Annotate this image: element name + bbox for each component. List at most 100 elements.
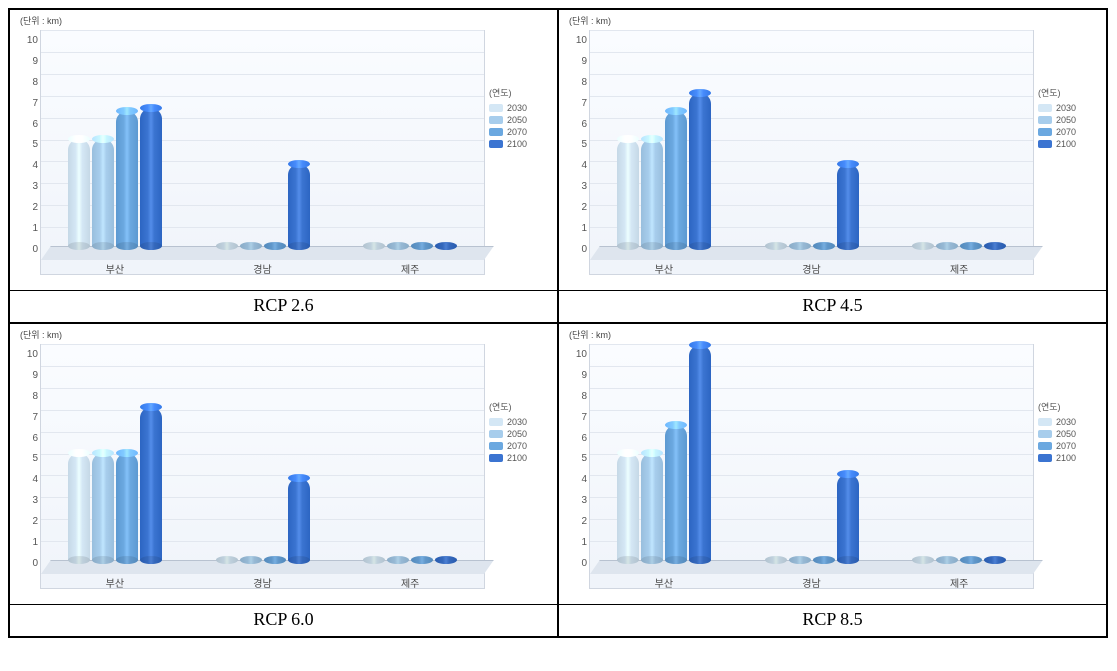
x-tick-label: 경남 bbox=[738, 261, 886, 276]
x-tick-label: 부산 bbox=[41, 261, 189, 276]
y-tick-label: 1 bbox=[18, 223, 38, 234]
legend-label: 2050 bbox=[507, 429, 527, 439]
bar-2100 bbox=[288, 164, 310, 246]
legend: (연도)2030205020702100 bbox=[1038, 400, 1098, 604]
bar-2070 bbox=[411, 244, 433, 246]
bar-2050 bbox=[789, 244, 811, 246]
plot-region: 부산경남제주 bbox=[589, 30, 1034, 275]
bar-2070 bbox=[264, 558, 286, 560]
legend-label: 2070 bbox=[507, 127, 527, 137]
y-axis: 012345678910 bbox=[567, 344, 587, 564]
panel-rcp45: (단위 : km)012345678910부산경남제주(연도)203020502… bbox=[558, 9, 1107, 323]
y-tick-label: 6 bbox=[18, 119, 38, 130]
panel-caption: RCP 6.0 bbox=[10, 604, 557, 636]
bar-2050 bbox=[240, 244, 262, 246]
y-tick-label: 0 bbox=[567, 244, 587, 255]
legend-swatch bbox=[489, 140, 503, 148]
legend-label: 2100 bbox=[507, 453, 527, 463]
y-axis: 012345678910 bbox=[18, 30, 38, 250]
legend-swatch bbox=[489, 116, 503, 124]
bar-2030 bbox=[617, 139, 639, 247]
legend-item: 2050 bbox=[1038, 115, 1098, 125]
legend-title: (연도) bbox=[489, 400, 549, 413]
y-tick-label: 7 bbox=[567, 412, 587, 423]
bar-2030 bbox=[68, 139, 90, 247]
legend: (연도) 2030 2050 2070 2100 bbox=[489, 400, 549, 604]
bar-2100 bbox=[140, 108, 162, 246]
y-tick-label: 4 bbox=[567, 474, 587, 485]
bar-2100 bbox=[288, 478, 310, 560]
bar-2070 bbox=[264, 244, 286, 246]
bar-2070 bbox=[116, 111, 138, 246]
bar-2050 bbox=[92, 453, 114, 561]
bar-2100 bbox=[435, 244, 457, 246]
legend-label: 2070 bbox=[507, 441, 527, 451]
chart-area: (단위 : km)012345678910부산경남제주(연도)203020502… bbox=[10, 10, 557, 290]
legend: (연도)2030205020702100 bbox=[489, 86, 549, 290]
bar-2050 bbox=[641, 453, 663, 561]
legend-swatch bbox=[1038, 454, 1052, 462]
x-tick-label: 제주 bbox=[885, 261, 1033, 276]
legend-swatch bbox=[489, 454, 503, 462]
bar-2050 bbox=[240, 558, 262, 560]
bar-2070 bbox=[960, 244, 982, 246]
bar-2100 bbox=[984, 244, 1006, 246]
legend-item: 2030 bbox=[489, 103, 549, 113]
y-tick-label: 9 bbox=[567, 56, 587, 67]
bar-2070 bbox=[665, 111, 687, 246]
y-tick-label: 10 bbox=[18, 35, 38, 46]
unit-label: (단위 : km) bbox=[569, 14, 611, 27]
y-tick-label: 10 bbox=[567, 349, 587, 360]
y-tick-label: 4 bbox=[18, 474, 38, 485]
legend-label: 2070 bbox=[1056, 441, 1076, 451]
x-tick-label: 부산 bbox=[41, 575, 189, 590]
legend-swatch bbox=[1038, 418, 1052, 426]
bar-group bbox=[738, 345, 886, 560]
y-tick-label: 1 bbox=[567, 537, 587, 548]
bar-2030 bbox=[912, 244, 934, 246]
plot-region: 부산경남제주 bbox=[40, 30, 485, 275]
bar-2050 bbox=[387, 244, 409, 246]
legend-label: 2050 bbox=[1056, 115, 1076, 125]
y-tick-label: 7 bbox=[18, 412, 38, 423]
x-tick-label: 경남 bbox=[738, 575, 886, 590]
y-axis: 012345678910 bbox=[18, 344, 38, 564]
x-tick-label: 제주 bbox=[336, 261, 484, 276]
legend-label: 2030 bbox=[507, 103, 527, 113]
legend-swatch bbox=[489, 442, 503, 450]
bar-group bbox=[885, 345, 1033, 560]
legend-label: 2030 bbox=[1056, 103, 1076, 113]
legend-item: 2100 bbox=[1038, 453, 1098, 463]
bar-group bbox=[590, 31, 738, 246]
legend-swatch bbox=[489, 418, 503, 426]
bar-group bbox=[41, 345, 189, 560]
x-axis: 부산경남제주 bbox=[590, 575, 1033, 590]
x-tick-label: 제주 bbox=[885, 575, 1033, 590]
legend-item: 2070 bbox=[489, 127, 549, 137]
bar-group bbox=[738, 31, 886, 246]
bar-2070 bbox=[411, 558, 433, 560]
unit-label: (단위 : km) bbox=[569, 328, 611, 341]
panel-rcp85: (단위 : km)012345678910부산경남제주(연도)203020502… bbox=[558, 323, 1107, 637]
bar-2070 bbox=[665, 425, 687, 560]
chart-area: (단위 : km)012345678910부산경남제주(연도)203020502… bbox=[559, 10, 1106, 290]
chart-area: (단위 : km)012345678910부산경남제주(연도)203020502… bbox=[559, 324, 1106, 604]
bar-group bbox=[885, 31, 1033, 246]
legend-item: 2030 bbox=[489, 417, 549, 427]
x-tick-label: 부산 bbox=[590, 261, 738, 276]
y-tick-label: 6 bbox=[18, 433, 38, 444]
bar-2070 bbox=[813, 558, 835, 560]
bar-group bbox=[336, 31, 484, 246]
y-tick-label: 10 bbox=[18, 349, 38, 360]
bar-2100 bbox=[837, 164, 859, 246]
bar-2070 bbox=[960, 558, 982, 560]
bar-group bbox=[336, 345, 484, 560]
y-tick-label: 10 bbox=[567, 35, 587, 46]
y-tick-label: 4 bbox=[18, 160, 38, 171]
y-tick-label: 8 bbox=[567, 77, 587, 88]
y-tick-label: 8 bbox=[18, 77, 38, 88]
legend-title: (연도) bbox=[1038, 400, 1098, 413]
legend-swatch bbox=[1038, 128, 1052, 136]
x-axis: 부산경남제주 bbox=[590, 261, 1033, 276]
y-tick-label: 6 bbox=[567, 119, 587, 130]
